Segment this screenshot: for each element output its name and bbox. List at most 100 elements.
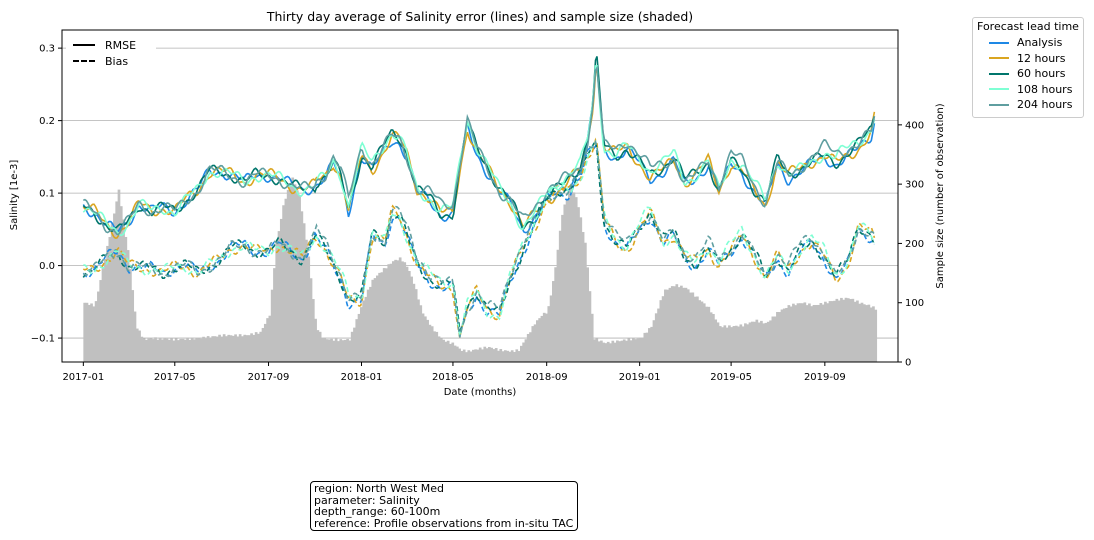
- sample-size-bar: [284, 198, 288, 362]
- sample-size-bar: [149, 338, 153, 362]
- sample-size-bar: [618, 341, 622, 362]
- sample-size-bar: [865, 305, 868, 362]
- sample-size-bar: [785, 307, 788, 362]
- sample-size-bar: [227, 334, 231, 362]
- sample-size-bar: [570, 186, 573, 362]
- y-tick-label: −0.1: [31, 334, 55, 345]
- sample-size-bar: [533, 324, 537, 362]
- sample-size-bar: [835, 298, 839, 362]
- sample-size-bar: [126, 250, 130, 362]
- sample-size-bar: [375, 275, 379, 362]
- sample-size-bar: [597, 341, 601, 362]
- sample-size-bar: [819, 303, 823, 362]
- sample-size-bar: [673, 286, 676, 362]
- sample-size-bar: [485, 348, 489, 362]
- sample-size-bar: [780, 309, 784, 362]
- sample-size-bar: [293, 184, 297, 362]
- sample-size-bar: [140, 336, 144, 362]
- sample-size-bar: [119, 206, 123, 362]
- sample-size-bar: [776, 311, 779, 362]
- sample-size-bar: [506, 350, 509, 362]
- sample-size-bar: [394, 259, 397, 362]
- sample-size-bar: [113, 213, 116, 362]
- sample-size-bar: [401, 261, 404, 362]
- sample-size-bar: [295, 190, 299, 362]
- sample-size-bar: [341, 340, 345, 362]
- sample-size-bar: [186, 337, 189, 362]
- sample-size-bar: [364, 296, 368, 362]
- sample-size-bar: [403, 262, 407, 362]
- sample-size-bar: [828, 301, 832, 362]
- sample-size-bar: [558, 230, 562, 362]
- sample-size-bar: [158, 337, 162, 362]
- x-tick-label: 2018-05: [432, 372, 474, 383]
- sample-size-bar: [792, 303, 795, 362]
- sample-size-bar: [183, 339, 187, 362]
- metadata-box: region: North West Med parameter: Salini…: [310, 481, 579, 531]
- sample-size-bar: [369, 286, 372, 362]
- bias-line-60-hours: [82, 139, 876, 334]
- sample-size-bar: [197, 338, 201, 362]
- sample-size-bar: [636, 338, 640, 362]
- sample-size-bar: [213, 336, 217, 362]
- sample-size-bar: [540, 315, 544, 362]
- sample-size-bar: [444, 341, 448, 362]
- sample-size-bar: [339, 339, 343, 362]
- sample-size-bar: [471, 349, 475, 362]
- sample-size-bar: [529, 332, 532, 362]
- sample-size-bar: [177, 340, 180, 362]
- y-tick-label: 0.0: [39, 261, 55, 272]
- sample-size-bar: [712, 313, 715, 362]
- sample-size-bar: [746, 324, 750, 362]
- sample-size-bar: [291, 177, 295, 362]
- sample-size-bar: [165, 338, 169, 362]
- y2-axis-label: Sample size (number of observation): [935, 103, 946, 288]
- sample-size-bar: [604, 343, 608, 362]
- x-tick-label: 2017-05: [154, 372, 196, 383]
- sample-size-bar: [133, 311, 137, 362]
- sample-size-bar: [737, 326, 740, 362]
- sample-size-bar: [410, 276, 413, 362]
- sample-size-bar: [332, 340, 336, 362]
- sample-size-bar: [106, 245, 109, 362]
- bias-line-108-hours: [83, 139, 876, 337]
- sample-size-bar: [668, 287, 672, 362]
- sample-size-bar: [423, 316, 427, 362]
- sample-size-bar: [426, 319, 429, 362]
- sample-size-bar: [867, 304, 871, 362]
- sample-size-bar: [666, 289, 670, 362]
- sample-size-bar: [314, 318, 317, 362]
- sample-size-bar: [250, 333, 253, 362]
- sample-size-bar: [357, 313, 361, 362]
- sample-size-bar: [808, 303, 811, 362]
- sample-size-bar: [517, 351, 521, 362]
- sample-size-bar: [389, 263, 393, 362]
- sample-size-bar: [689, 292, 692, 362]
- sample-size-bar: [579, 217, 583, 362]
- sample-size-bar: [860, 302, 864, 362]
- sample-size-bar: [446, 340, 450, 362]
- sample-size-bar: [453, 345, 457, 362]
- sample-size-bar: [243, 334, 247, 362]
- x-tick-label: 2019-09: [804, 372, 846, 383]
- sample-size-bar: [753, 321, 756, 362]
- sample-size-bar: [853, 301, 857, 362]
- sample-size-bar: [625, 340, 628, 362]
- sample-size-bar: [700, 301, 704, 362]
- sample-size-bar: [664, 289, 667, 362]
- sample-size-bar: [289, 185, 292, 362]
- sample-size-bar: [161, 339, 164, 362]
- sample-size-bar: [826, 303, 830, 362]
- chart-title: Thirty day average of Salinity error (li…: [266, 9, 693, 24]
- sample-size-bar: [833, 300, 836, 362]
- y-axis-label: Salinity [1e-3]: [9, 160, 20, 231]
- sample-size-bar: [654, 313, 658, 362]
- plot-frame: [61, 29, 899, 363]
- sample-size-bar: [300, 211, 304, 362]
- sample-size-bar: [661, 296, 665, 362]
- sample-size-bar: [131, 290, 135, 362]
- legend-item-60h: 60 hours: [977, 66, 1079, 82]
- sample-size-bar: [702, 303, 706, 362]
- sample-size-bar: [782, 308, 786, 362]
- legend-label: 12 hours: [1017, 51, 1066, 65]
